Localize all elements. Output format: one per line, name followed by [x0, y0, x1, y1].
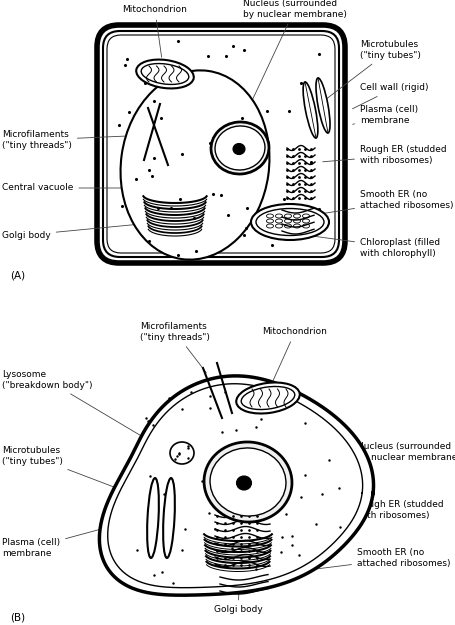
Point: [157, 112, 164, 123]
Point: [137, 61, 145, 71]
Point: [118, 201, 126, 211]
Point: [240, 45, 248, 55]
Point: [268, 240, 275, 250]
Point: [319, 94, 326, 104]
Ellipse shape: [315, 78, 329, 133]
Point: [318, 102, 325, 112]
Point: [217, 191, 225, 201]
Ellipse shape: [163, 478, 175, 558]
Point: [145, 236, 152, 246]
Ellipse shape: [120, 71, 269, 259]
Text: Mitochondrion: Mitochondrion: [262, 328, 327, 381]
Ellipse shape: [215, 126, 264, 170]
Ellipse shape: [170, 442, 193, 464]
Point: [258, 228, 265, 238]
Point: [125, 107, 132, 117]
Point: [228, 41, 236, 51]
Point: [284, 106, 292, 116]
Point: [151, 153, 158, 163]
Point: [306, 158, 313, 168]
Ellipse shape: [136, 59, 193, 89]
Point: [315, 49, 322, 59]
Ellipse shape: [211, 122, 268, 174]
Point: [177, 194, 184, 204]
Text: Microfilaments
("tiny threads"): Microfilaments ("tiny threads"): [140, 322, 209, 372]
Text: Nucleus (surrounded
by nuclear membrane): Nucleus (surrounded by nuclear membrane): [302, 442, 455, 462]
Text: Microtubules
("tiny tubes"): Microtubules ("tiny tubes"): [2, 446, 145, 499]
Text: Smooth ER (no
attached ribosomes): Smooth ER (no attached ribosomes): [322, 190, 453, 214]
Point: [209, 189, 216, 199]
Text: Mitochondrion: Mitochondrion: [122, 6, 187, 58]
Point: [116, 120, 123, 130]
Point: [132, 174, 139, 184]
Point: [192, 246, 199, 256]
Point: [141, 78, 148, 88]
Ellipse shape: [303, 82, 317, 138]
Text: Rough ER (studded
with ribosomes): Rough ER (studded with ribosomes): [300, 500, 443, 524]
Text: Microfilaments
("tiny threads"): Microfilaments ("tiny threads"): [2, 130, 147, 150]
Ellipse shape: [210, 448, 285, 516]
Point: [253, 142, 261, 152]
Text: Microtubules
("tiny tubes"): Microtubules ("tiny tubes"): [327, 40, 420, 98]
Text: Lysosome
("breakdown body"): Lysosome ("breakdown body"): [2, 370, 167, 452]
Point: [121, 60, 128, 70]
Point: [263, 106, 270, 116]
FancyBboxPatch shape: [97, 25, 344, 263]
Point: [167, 203, 174, 213]
Text: Chloroplast (filled
with chlorophyll): Chloroplast (filled with chlorophyll): [307, 236, 439, 258]
Text: Golgi body: Golgi body: [2, 222, 159, 239]
Point: [145, 166, 152, 176]
Point: [243, 203, 250, 213]
Text: Plasma (cell)
membrane: Plasma (cell) membrane: [2, 529, 102, 558]
Point: [150, 96, 157, 106]
Point: [206, 138, 213, 148]
Point: [204, 51, 211, 61]
Point: [178, 149, 185, 159]
Point: [290, 216, 297, 226]
Text: Rough ER (studded
with ribosomes): Rough ER (studded with ribosomes): [322, 145, 445, 165]
Point: [279, 194, 287, 204]
Point: [154, 203, 161, 213]
Point: [222, 51, 229, 61]
Point: [148, 171, 155, 181]
Ellipse shape: [203, 442, 291, 522]
Point: [151, 59, 158, 69]
Text: Cell wall (rigid): Cell wall (rigid): [352, 84, 428, 109]
Point: [242, 223, 249, 233]
Text: Smooth ER (no
attached ribosomes): Smooth ER (no attached ribosomes): [294, 548, 450, 572]
Ellipse shape: [236, 476, 251, 490]
Point: [174, 250, 181, 260]
Polygon shape: [99, 376, 373, 595]
Text: (A): (A): [10, 270, 25, 280]
Text: Plasma (cell)
membrane: Plasma (cell) membrane: [352, 105, 417, 125]
Point: [174, 36, 181, 46]
Point: [239, 230, 247, 240]
Ellipse shape: [147, 478, 158, 558]
Ellipse shape: [236, 382, 299, 414]
Text: Central vacuole: Central vacuole: [2, 184, 125, 192]
Text: Golgi body: Golgi body: [213, 572, 262, 614]
Ellipse shape: [233, 144, 244, 154]
Point: [222, 128, 230, 138]
Point: [190, 213, 197, 222]
Point: [224, 210, 231, 220]
Text: Nucleus (surrounded
by nuclear membrane): Nucleus (surrounded by nuclear membrane): [243, 0, 346, 119]
Point: [297, 78, 304, 88]
Point: [238, 113, 246, 123]
Text: (B): (B): [10, 612, 25, 622]
Point: [315, 204, 322, 214]
Point: [177, 66, 184, 76]
Point: [124, 54, 131, 64]
Ellipse shape: [250, 204, 328, 240]
